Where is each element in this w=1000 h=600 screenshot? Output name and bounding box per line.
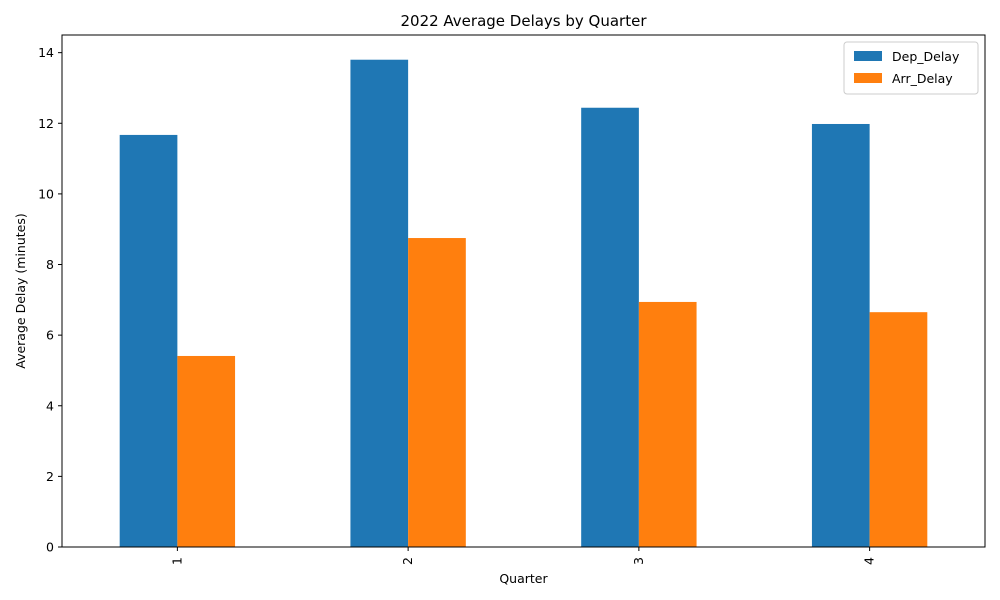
legend-swatch xyxy=(854,51,882,61)
x-tick-label: 2 xyxy=(400,557,415,565)
x-axis-label: Quarter xyxy=(499,571,548,586)
bar-arr-delay-q3 xyxy=(638,301,697,547)
y-tick-label: 14 xyxy=(38,45,54,60)
bar-arr-delay-q2 xyxy=(408,238,466,547)
y-axis-label: Average Delay (minutes) xyxy=(13,213,28,368)
x-tick-label: 4 xyxy=(862,557,877,565)
plot-frame xyxy=(61,34,986,548)
bar-arr-delay-q4 xyxy=(869,312,928,547)
y-tick-label: 8 xyxy=(46,257,54,272)
x-tick-label: 1 xyxy=(169,557,184,565)
legend-label: Dep_Delay xyxy=(892,49,960,64)
bars-group xyxy=(119,59,928,548)
bar-dep-delay-q1 xyxy=(119,134,178,547)
legend: Dep_Delay Arr_Delay xyxy=(843,41,979,95)
y-tick-label: 10 xyxy=(38,186,54,201)
x-axis-ticks: 1 2 3 4 xyxy=(169,547,877,565)
y-axis-ticks: 0 2 4 6 8 10 12 14 xyxy=(38,45,62,555)
bar-dep-delay-q3 xyxy=(581,107,639,547)
legend-swatch xyxy=(854,73,882,83)
chart-title: 2022 Average Delays by Quarter xyxy=(400,12,647,30)
y-tick-label: 4 xyxy=(46,398,54,413)
y-tick-label: 2 xyxy=(46,469,54,484)
bar-dep-delay-q2 xyxy=(350,59,409,547)
legend-label: Arr_Delay xyxy=(892,71,953,86)
y-tick-label: 12 xyxy=(38,116,54,131)
y-tick-label: 0 xyxy=(46,540,54,555)
bar-dep-delay-q4 xyxy=(811,123,870,548)
bar-arr-delay-q1 xyxy=(177,355,236,547)
y-tick-label: 6 xyxy=(46,328,54,343)
x-tick-label: 3 xyxy=(631,557,646,565)
